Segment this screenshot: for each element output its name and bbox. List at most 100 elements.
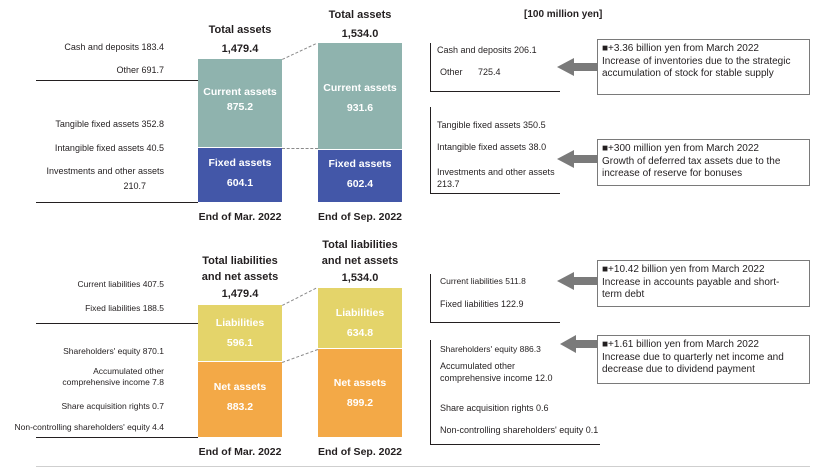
liab-left-item: Fixed liabilities 188.5 xyxy=(85,303,164,313)
assets-col1-period: End of Mar. 2022 xyxy=(198,211,282,223)
liab-left-item: Accumulated other xyxy=(93,366,164,376)
liab-right-item: Share acquisition rights 0.6 xyxy=(440,403,549,413)
liab-left-bracket xyxy=(36,437,198,438)
arrow-left-icon xyxy=(560,335,597,353)
liab-col2-liabilities-label: Liabilities xyxy=(335,307,385,319)
assets-left-item: Cash and deposits 183.4 xyxy=(64,42,164,52)
assets-col1-fixed-bar: Fixed assets 604.1 xyxy=(198,148,282,202)
assets-right-item: Intangible fixed assets 38.0 xyxy=(437,142,547,152)
assets-col2-total: 1,534.0 xyxy=(341,28,379,40)
liab-col1-net-value: 883.2 xyxy=(226,401,254,413)
liab-left-bracket xyxy=(36,323,198,324)
assets-col2-fixed-bar: Fixed assets 602.4 xyxy=(318,150,402,202)
liab-left-item: Current liabilities 407.5 xyxy=(77,279,164,289)
note-deferred-tax-line: ■+300 million yen from March 2022 xyxy=(602,143,759,154)
note-net-income: ■+1.61 billion yen from March 2022 Incre… xyxy=(597,335,810,384)
assets-right-bracket xyxy=(430,193,560,194)
assets-left-bracket xyxy=(36,80,198,81)
assets-col1-current-value: 875.2 xyxy=(226,101,254,113)
liab-col2-net-bar: Net assets 899.2 xyxy=(318,349,402,437)
liab-col1-period: End of Mar. 2022 xyxy=(198,446,282,458)
assets-right-item: 725.4 xyxy=(478,67,501,77)
assets-right-item: Investments and other assets xyxy=(437,167,555,177)
assets-col1-total: 1,479.4 xyxy=(221,43,259,55)
note-accounts-payable-line: Increase in accounts payable and short- xyxy=(602,276,780,288)
liab-col2-liabilities-value: 634.8 xyxy=(346,327,374,339)
note-inventories-line: ■+3.36 billion yen from March 2022 xyxy=(602,43,759,54)
assets-left-item: 210.7 xyxy=(123,181,146,191)
assets-col2-period: End of Sep. 2022 xyxy=(317,211,403,223)
liab-right-bracket xyxy=(430,340,431,444)
liab-left-item: Non-controlling shareholders' equity 4.4 xyxy=(14,422,164,432)
assets-col2-fixed-label: Fixed assets xyxy=(328,158,392,170)
liab-right-item: comprehensive income 12.0 xyxy=(440,373,553,383)
liab-col2-period: End of Sep. 2022 xyxy=(317,446,403,458)
note-deferred-tax: ■+300 million yen from March 2022 Growth… xyxy=(597,139,810,186)
assets-left-item: Intangible fixed assets 40.5 xyxy=(54,143,164,153)
liab-col2-total: 1,534.0 xyxy=(341,272,379,284)
liab-col2-net-label: Net assets xyxy=(333,377,387,389)
assets-right-item: 213.7 xyxy=(437,179,460,189)
assets-col1-title: Total assets xyxy=(208,24,272,36)
note-inventories-line: accumulation of stock for stable supply xyxy=(602,68,774,79)
liab-col2-liabilities-bar: Liabilities 634.8 xyxy=(318,288,402,348)
assets-col2-current-bar: Current assets 931.6 xyxy=(318,43,402,149)
liab-col1-net-bar: Net assets 883.2 xyxy=(198,362,282,437)
liab-col1-liabilities-value: 596.1 xyxy=(226,337,254,349)
liab-right-bracket xyxy=(430,444,600,445)
note-net-income-line: Increase due to quarterly net income and xyxy=(602,351,784,363)
assets-right-item: Cash and deposits 206.1 xyxy=(437,45,537,55)
liab-left-item: comprehensive income 7.8 xyxy=(62,377,164,387)
assets-left-item: Tangible fixed assets 352.8 xyxy=(55,119,164,129)
unit-label: [100 million yen] xyxy=(524,9,603,20)
note-net-income-line: decrease due to dividend payment xyxy=(602,364,755,375)
arrow-left-icon xyxy=(557,150,597,168)
note-accounts-payable-line: term debt xyxy=(602,289,645,300)
liab-right-item: Current liabilities 511.8 xyxy=(440,276,526,286)
assets-right-bracket xyxy=(430,43,431,91)
liab-right-item: Accumulated other xyxy=(440,361,516,371)
liab-left-item: Shareholders' equity 870.1 xyxy=(63,346,164,356)
liab-col2-net-value: 899.2 xyxy=(346,397,374,409)
assets-col1-fixed-value: 604.1 xyxy=(226,177,254,189)
assets-col1-current-label: Current assets xyxy=(203,86,277,98)
bottom-rule xyxy=(36,466,810,467)
liab-col1-net-label: Net assets xyxy=(213,381,267,393)
assets-col2-current-label: Current assets xyxy=(323,82,397,94)
assets-left-bracket xyxy=(36,202,198,203)
note-net-income-line: ■+1.61 billion yen from March 2022 xyxy=(602,339,759,350)
note-inventories: ■+3.36 billion yen from March 2022 Incre… xyxy=(597,39,810,95)
liab-col1-title: and net assets xyxy=(201,271,279,283)
liab-col1-title: Total liabilities xyxy=(202,255,278,267)
liab-col1-liabilities-label: Liabilities xyxy=(215,317,265,329)
liab-col1-total: 1,479.4 xyxy=(221,288,259,300)
assets-col2-title: Total assets xyxy=(328,9,392,21)
note-deferred-tax-line: Growth of deferred tax assets due to the xyxy=(602,155,781,167)
arrow-left-icon xyxy=(557,58,597,76)
liab-left-item: Share acquisition rights 0.7 xyxy=(61,401,164,411)
note-accounts-payable: ■+10.42 billion yen from March 2022 Incr… xyxy=(597,260,810,307)
assets-left-item: Other 691.7 xyxy=(116,65,164,75)
assets-right-item: Other xyxy=(440,67,463,77)
assets-col2-fixed-value: 602.4 xyxy=(346,178,374,190)
liab-col1-liabilities-bar: Liabilities 596.1 xyxy=(198,305,282,361)
liab-right-bracket xyxy=(430,322,560,323)
note-accounts-payable-line: ■+10.42 billion yen from March 2022 xyxy=(602,264,765,275)
liab-right-item: Fixed liabilities 122.9 xyxy=(440,299,524,309)
assets-left-item: Investments and other assets xyxy=(46,166,164,176)
assets-mid-connector xyxy=(282,148,318,149)
assets-right-bracket xyxy=(430,91,560,92)
liab-right-bracket xyxy=(430,274,431,322)
note-deferred-tax-line: increase of reserve for bonuses xyxy=(602,168,743,179)
assets-right-item: Tangible fixed assets 350.5 xyxy=(437,120,546,130)
liab-right-item: Non-controlling shareholders' equity 0.1 xyxy=(440,425,599,435)
assets-col1-current-bar: Current assets 875.2 xyxy=(198,59,282,147)
liab-col2-title: Total liabilities xyxy=(322,239,398,251)
assets-col2-current-value: 931.6 xyxy=(346,102,374,114)
liab-right-item: Shareholders' equity 886.3 xyxy=(440,344,541,354)
liab-col2-title: and net assets xyxy=(321,255,399,267)
note-inventories-line: Increase of inventories due to the strat… xyxy=(602,55,791,67)
assets-right-bracket xyxy=(430,107,431,193)
arrow-left-icon xyxy=(557,272,597,290)
